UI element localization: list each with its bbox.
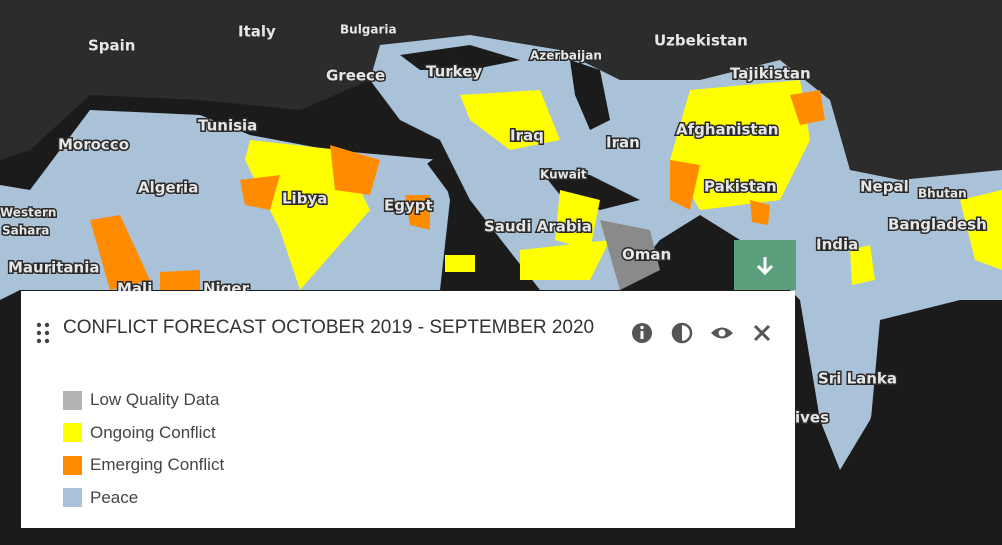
emerging-areas (90, 90, 825, 290)
map-label: Sahara (2, 224, 49, 238)
low-quality-area (600, 220, 660, 290)
opacity-icon[interactable] (671, 322, 693, 344)
map-label: Egypt (384, 197, 433, 215)
map-label: Spain (88, 37, 135, 55)
arrow-icon (756, 257, 774, 276)
legend-swatch (63, 455, 82, 475)
map-label: Saudi Arabia (484, 218, 592, 236)
panel-tools (632, 322, 771, 344)
map-label: India (816, 236, 858, 254)
drag-handle[interactable] (35, 321, 55, 349)
map-label: Morocco (58, 136, 129, 154)
caspian-sea (570, 60, 610, 130)
map-label: Uzbekistan (654, 32, 748, 50)
legend-label: Emerging Conflict (90, 455, 225, 475)
legend-item: Peace (63, 482, 224, 515)
legend-panel: CONFLICT FORECAST OCTOBER 2019 - SEPTEMB… (21, 291, 795, 528)
map-label: Sri Lanka (818, 370, 897, 388)
land-north (0, 0, 1002, 180)
legend-swatch (63, 488, 82, 508)
island (844, 368, 860, 392)
map-label: Bulgaria (340, 23, 397, 37)
persian-gulf (540, 170, 640, 210)
map-label: Tunisia (198, 117, 257, 135)
map-label: Italy (238, 23, 276, 41)
red-sea (427, 156, 535, 296)
map-label: Algeria (138, 179, 198, 197)
close-icon[interactable] (753, 324, 771, 342)
legend-label: Low Quality Data (90, 390, 220, 410)
map-label: Libya (282, 190, 327, 208)
map-label: Pakistan (704, 178, 777, 196)
legend-label: Ongoing Conflict (90, 422, 216, 442)
map-label: Mauritania (8, 259, 100, 277)
map-label: Iran (606, 134, 640, 152)
black-sea (400, 45, 520, 70)
legend-title: CONFLICT FORECAST OCTOBER 2019 - SEPTEMB… (63, 317, 595, 338)
map-label: Turkey (426, 63, 482, 81)
map-label: Kuwait (540, 168, 587, 182)
legend-label: Peace (90, 487, 139, 507)
info-icon[interactable] (632, 323, 652, 343)
map-label: Western (0, 206, 56, 220)
map-label: Azerbaijan (530, 49, 602, 63)
visibility-icon[interactable] (711, 327, 733, 339)
map-label: Greece (326, 67, 385, 85)
map-label: Oman (622, 246, 671, 264)
legend-swatch (63, 423, 82, 443)
legend-swatch (63, 390, 82, 410)
legend-item: Emerging Conflict (63, 449, 224, 482)
map-label: Nepal (860, 178, 909, 196)
map-label: Afghanistan (676, 121, 778, 139)
legend-item: Low Quality Data (63, 384, 224, 417)
map-label: Bhutan (918, 187, 967, 201)
map-label: ives (795, 409, 829, 427)
map-label: Iraq (510, 127, 544, 145)
map-label: Tajikistan (730, 65, 811, 83)
legend-item: Ongoing Conflict (63, 417, 224, 450)
bay-of-bengal (870, 300, 1002, 545)
map-label: Bangladesh (888, 216, 987, 234)
ongoing-areas (245, 80, 1002, 290)
legend-items: Low Quality Data Ongoing Conflict Emerging… (63, 384, 224, 514)
